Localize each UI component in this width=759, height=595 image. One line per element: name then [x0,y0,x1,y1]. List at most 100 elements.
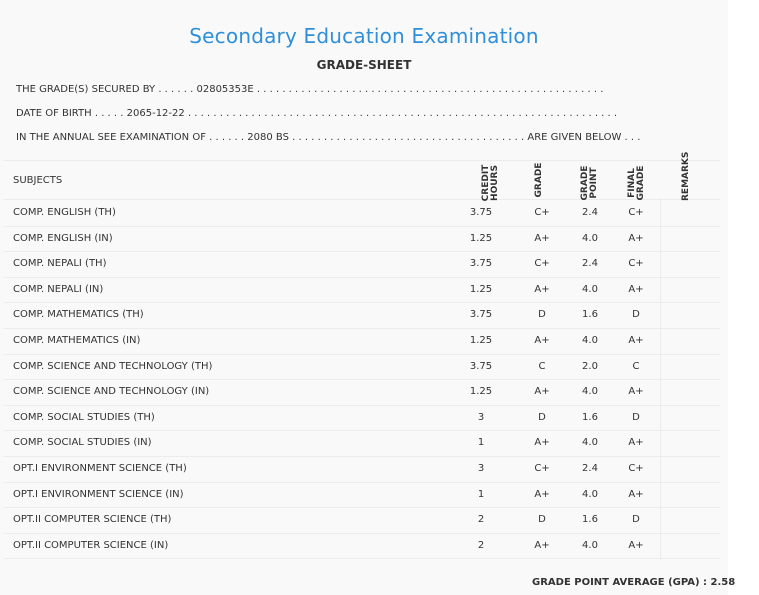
credit-hours-cell: 2 [477,539,485,551]
grade-point-cell: 1.6 [582,309,598,321]
credit-hours-cell: 3 [477,463,485,474]
credit-hours-cell: 2 [477,514,485,526]
remarks-header: REMARKS [681,151,691,201]
grade-point-cell: 4.0 [582,386,598,398]
grade-cell: A+ [534,539,550,551]
table-row: COMP. SOCIAL STUDIES (TH) 3 D 1.6 D [4,405,720,432]
credit-hours-cell: 1 [477,437,485,449]
credit-hours-cell: 1.25 [469,335,493,346]
grade-point-cell: 2.4 [582,207,598,218]
final-grade-cell: C [632,360,640,372]
subject-cell: COMP. MATHEMATICS (TH) [13,309,144,321]
exam-label: IN THE ANNUAL SEE EXAMINATION OF . . . .… [16,132,245,143]
grade-cell: A+ [534,232,550,244]
final-grade-cell: C+ [628,207,644,218]
credit-hours-header: CREDIT HOURS [481,164,500,202]
grade-cell: D [538,309,546,321]
table-row: COMP. SCIENCE AND TECHNOLOGY (TH) 3.75 C 2.… [4,354,720,381]
dob-dots: . . . . . . . . . . . . . . . . . . . . … [187,108,618,119]
subject-cell: COMP. SOCIAL STUDIES (TH) [13,411,155,423]
page-title: Secondary Education Examination [189,24,539,48]
table-row: COMP. NEPALI (TH) 3.75 C+ 2.4 C+ [4,251,720,278]
table-row: COMP. SCIENCE AND TECHNOLOGY (IN) 1.25 A+ 4… [4,379,720,406]
grade-point-cell: 2.0 [582,360,598,372]
page-subtitle: GRADE-SHEET [316,58,412,72]
grade-cell: A+ [534,437,550,449]
grade-cell: A+ [534,386,550,398]
subject-cell: OPT.II COMPUTER SCIENCE (IN) [13,539,169,551]
credit-hours-cell: 3.75 [469,360,493,372]
subject-cell: COMP. SCIENCE AND TECHNOLOGY (IN) [13,386,210,398]
gpa-summary: GRADE POINT AVERAGE (GPA) : 2.58 [532,577,735,588]
subject-cell: OPT.I ENVIRONMENT SCIENCE (TH) [13,463,187,474]
final-grade-cell: A+ [628,488,644,500]
grade-cell: A+ [534,488,550,500]
subject-cell: COMP. ENGLISH (IN) [13,232,113,244]
final-grade-cell: D [632,514,640,526]
subject-cell: COMP. SOCIAL STUDIES (IN) [13,437,152,449]
credit-hours-cell: 3.75 [469,258,493,270]
credit-hours-cell: 3 [477,411,485,423]
grade-point-cell: 2.4 [582,258,598,270]
credit-hours-cell: 3.75 [469,309,493,321]
final-grade-cell: A+ [628,437,644,449]
exam-suffix: ARE GIVEN BELOW . . . [527,132,641,143]
grade-cell: C [538,360,546,372]
final-grade-cell: D [632,309,640,321]
final-grade-cell: A+ [628,232,644,244]
final-grade-header: FINAL GRADE [627,165,646,201]
table-row: COMP. MATHEMATICS (TH) 3.75 D 1.6 D [4,302,720,329]
exam-dots: . . . . . . . . . . . . . . . . . . . . … [292,132,525,143]
grade-point-cell: 4.0 [582,335,598,346]
dob-label: DATE OF BIRTH . . . . . [16,108,124,119]
final-grade-cell: A+ [628,539,644,551]
table-row: OPT.I ENVIRONMENT SCIENCE (IN) 1 A+ 4.0 A+ [4,482,720,509]
secured-by-line: THE GRADE(S) SECURED BY . . . . . . 0280… [16,84,603,95]
credit-hours-cell: 1.25 [469,232,493,244]
dob-value: 2065-12-22 [126,108,185,119]
final-grade-cell: C+ [628,463,644,474]
table-row: COMP. ENGLISH (TH) 3.75 C+ 2.4 C+ [4,200,720,227]
symbol-number: 02805353E [196,84,254,95]
subject-cell: OPT.II COMPUTER SCIENCE (TH) [13,514,172,526]
grade-point-cell: 4.0 [582,232,598,244]
grade-cell: D [538,514,546,526]
final-grade-cell: D [632,411,640,423]
grade-point-cell: 1.6 [582,411,598,423]
grade-point-cell: 4.0 [582,539,598,551]
exam-line: IN THE ANNUAL SEE EXAMINATION OF . . . .… [16,132,640,143]
grade-cell: D [538,411,546,423]
remarks-column [660,198,721,560]
subject-cell: COMP. NEPALI (TH) [13,258,107,270]
grade-cell: C+ [534,207,550,218]
table-row: COMP. SOCIAL STUDIES (IN) 1 A+ 4.0 A+ [4,430,720,457]
grade-point-cell: 2.4 [582,463,598,474]
gpa-value: 2.58 [710,577,736,588]
table-row: OPT.II COMPUTER SCIENCE (IN) 2 A+ 4.0 A+ [4,533,720,560]
subject-cell: COMP. SCIENCE AND TECHNOLOGY (TH) [13,360,213,372]
grade-point-cell: 4.0 [582,488,598,500]
final-grade-cell: A+ [628,335,644,346]
table-row: COMP. ENGLISH (IN) 1.25 A+ 4.0 A+ [4,226,720,253]
subject-cell: OPT.I ENVIRONMENT SCIENCE (IN) [13,488,184,500]
subject-cell: COMP. NEPALI (IN) [13,283,104,295]
gpa-label: GRADE POINT AVERAGE (GPA) : [532,577,708,588]
grade-point-cell: 4.0 [582,283,598,295]
credit-hours-cell: 3.75 [469,207,493,218]
table-row: OPT.II COMPUTER SCIENCE (TH) 2 D 1.6 D [4,507,720,534]
secured-by-dots: . . . . . . . . . . . . . . . . . . . . … [256,84,604,95]
table-header: SUBJECTS CREDIT HOURS GRADE GRADE POINT FI… [4,152,720,202]
grade-cell: A+ [534,335,550,346]
grade-cell: A+ [534,283,550,295]
dob-line: DATE OF BIRTH . . . . . 2065-12-22 . . .… [16,108,617,119]
subject-cell: COMP. MATHEMATICS (IN) [13,335,141,346]
table-row: COMP. NEPALI (IN) 1.25 A+ 4.0 A+ [4,277,720,304]
final-grade-cell: A+ [628,386,644,398]
secured-by-label: THE GRADE(S) SECURED BY . . . . . . [16,84,194,95]
grade-cell: C+ [534,463,550,474]
grade-cell: C+ [534,258,550,270]
credit-hours-cell: 1.25 [469,283,493,295]
table-row: OPT.I ENVIRONMENT SCIENCE (TH) 3 C+ 2.4 C+ [4,456,720,483]
subjects-header: SUBJECTS [13,175,63,186]
final-grade-cell: C+ [628,258,644,270]
